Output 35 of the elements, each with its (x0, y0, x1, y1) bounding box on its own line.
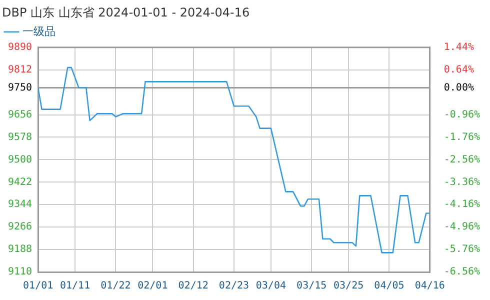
y-tick-label: 9656 (8, 109, 32, 120)
y2-tick-label: 0.00% (444, 82, 474, 94)
y2-tick-label: -2.56% (444, 154, 480, 166)
x-tick-label: 02/01 (138, 280, 168, 292)
y2-tick-label: 0.64% (444, 64, 474, 76)
y-tick-label: 9266 (8, 222, 32, 233)
chart-title: DBP 山东 山东省 2024-01-01 - 2024-04-16 (2, 5, 250, 20)
y2-tick-label: -6.56% (444, 266, 480, 278)
y2-tick-label: 1.44% (444, 42, 474, 53)
x-tick-label: 03/25 (334, 280, 364, 292)
y-tick-label: 9422 (8, 176, 32, 188)
y2-tick-label: -3.36% (444, 176, 480, 188)
y-tick-label: 9500 (8, 154, 32, 166)
legend-label: 一级品 (22, 24, 56, 38)
y2-tick-label: -0.96% (444, 109, 480, 120)
x-tick-label: 02/23 (218, 280, 250, 292)
x-tick-label: 04/05 (374, 280, 404, 292)
y-tick-label: 9110 (8, 266, 32, 278)
x-tick-label: 02/12 (178, 280, 208, 292)
y2-tick-label: -1.76% (444, 132, 480, 143)
x-tick-label: 04/16 (414, 280, 445, 292)
y-tick-label: 9578 (8, 132, 32, 143)
x-tick-label: 01/22 (100, 280, 131, 292)
y-tick-label: 9188 (8, 244, 32, 256)
x-tick-label: 01/01 (23, 280, 54, 292)
x-tick-label: 03/04 (256, 280, 286, 292)
y-tick-label: 9812 (8, 64, 32, 76)
y-tick-label: 9750 (8, 82, 32, 94)
y2-tick-label: -4.16% (444, 199, 480, 210)
x-tick-label: 03/15 (296, 280, 327, 292)
y2-tick-label: -4.96% (444, 222, 480, 233)
y-tick-label: 9890 (8, 42, 32, 53)
y2-tick-label: -5.76% (444, 244, 480, 256)
x-tick-label: 01/11 (60, 280, 90, 292)
y-tick-label: 9344 (8, 199, 32, 210)
